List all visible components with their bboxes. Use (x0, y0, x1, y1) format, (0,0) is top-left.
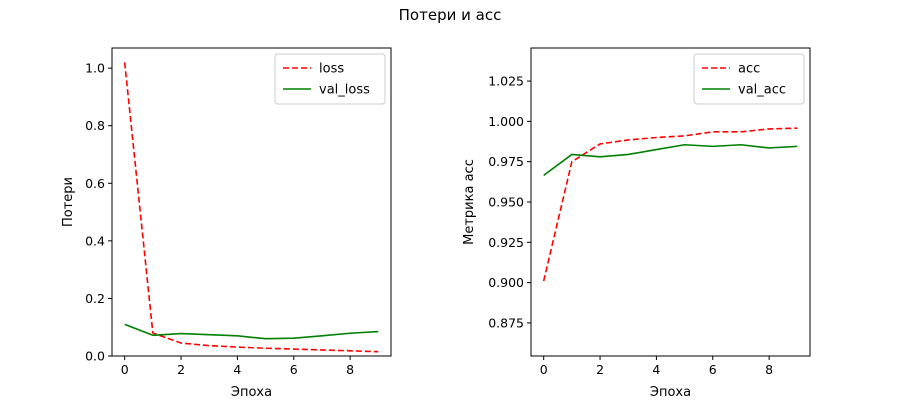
y-tick-label: 0.6 (85, 176, 105, 191)
x-tick-label: 6 (290, 362, 298, 377)
x-tick-label: 4 (652, 362, 660, 377)
accuracy-chart: 0 2 4 6 8 0.875 0.900 0.925 0.950 0.975 1.000 1.025… (462, 47, 811, 400)
x-tick-label: 2 (596, 362, 604, 377)
y-tick-label: 0.4 (85, 233, 105, 248)
x-axis-label: Эпоха (231, 385, 272, 400)
x-tick-label: 2 (177, 362, 185, 377)
series-line-loss (123, 62, 379, 353)
y-tick-label: 1.025 (488, 74, 524, 89)
y-tick-label: 0.900 (488, 275, 524, 290)
legend-box (274, 53, 386, 105)
legend-label: loss (319, 62, 344, 77)
x-tick-label: 6 (709, 362, 717, 377)
legend-label: val_loss (319, 83, 370, 98)
y-tick-label: 0.925 (488, 235, 524, 250)
y-tick-label: 0.950 (488, 195, 524, 210)
y-tick-label: 0.975 (488, 154, 524, 169)
series-line-val-loss (124, 323, 379, 340)
x-tick-label: 4 (233, 362, 241, 377)
y-tick-label: 0.2 (85, 291, 105, 306)
legend-label: val_acc (738, 83, 786, 98)
x-tick-label: 0 (121, 362, 129, 377)
y-tick-label: 0.8 (85, 118, 105, 133)
x-tick-label: 8 (765, 362, 773, 377)
plot-frame (111, 47, 392, 357)
loss-chart: 0 2 4 6 8 0.0 0.2 0.4 0.6 0.8 1.0 Эпоха Потери loss va… (61, 47, 392, 400)
legend-box (693, 53, 805, 105)
figure-title: Потери и acc (399, 6, 502, 24)
legend-label: acc (738, 62, 760, 77)
series-line-acc (542, 127, 798, 282)
y-tick-label: 0.0 (85, 349, 105, 364)
y-axis-label: Метрика acc (462, 159, 477, 245)
x-tick-label: 8 (346, 362, 354, 377)
x-axis-label: Эпоха (650, 385, 691, 400)
x-tick-label: 0 (540, 362, 548, 377)
y-tick-label: 1.000 (488, 114, 524, 129)
y-tick-label: 0.875 (488, 315, 524, 330)
series-line-val-acc (543, 143, 798, 177)
y-tick-label: 1.0 (85, 61, 105, 76)
y-axis-label: Потери (61, 177, 76, 227)
